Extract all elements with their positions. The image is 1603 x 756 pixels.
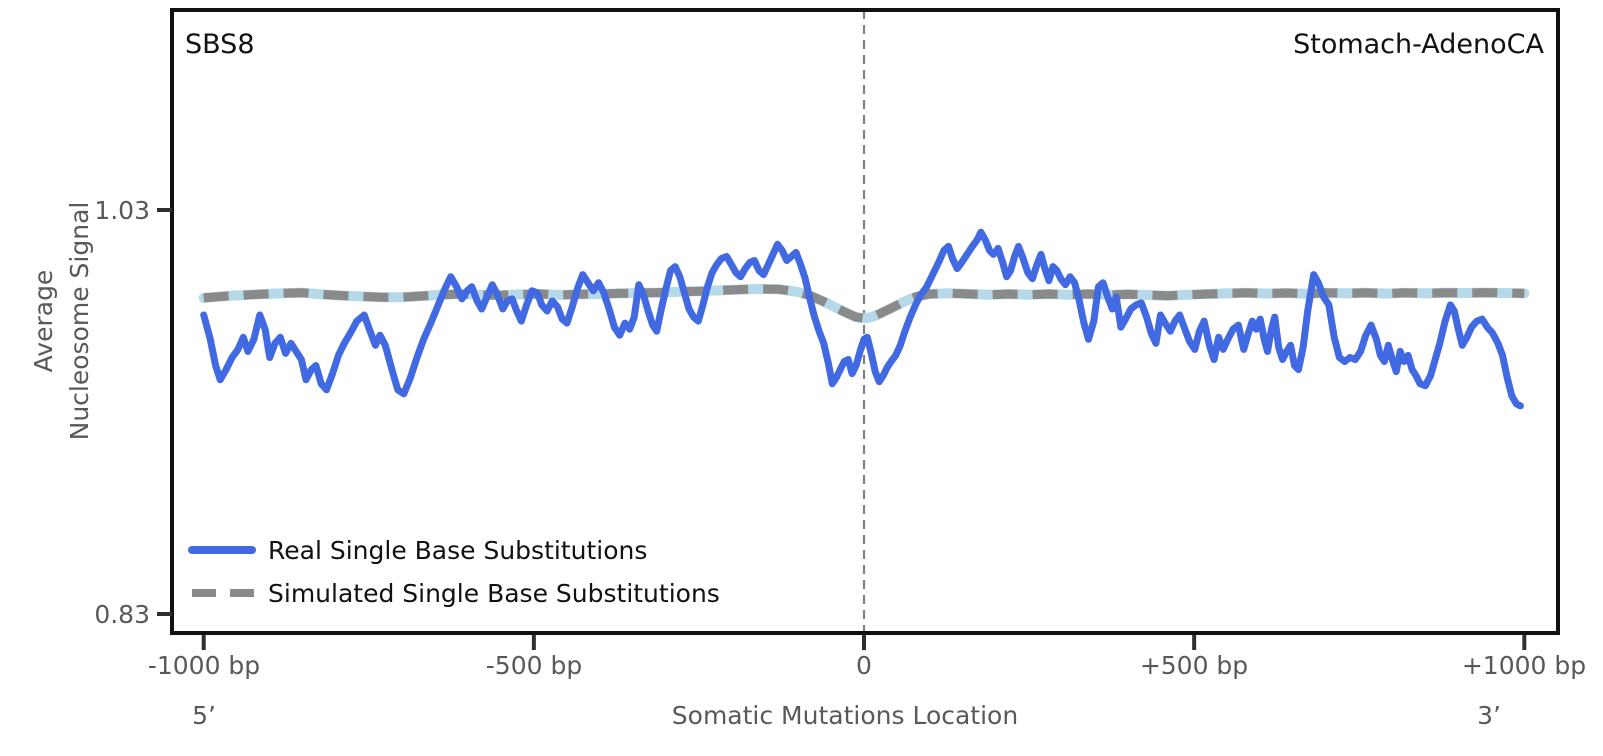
plot-border bbox=[170, 8, 1560, 635]
cancer-type-label: Stomach-AdenoCA bbox=[1293, 29, 1544, 60]
x-tick-label-zero: 0 bbox=[856, 651, 872, 680]
x-tick-label-pos500: +500 bp bbox=[1140, 651, 1248, 680]
x-axis-label: Somatic Mutations Location bbox=[672, 701, 1018, 730]
y-tick-label-top: 1.03 bbox=[94, 196, 150, 225]
x-tick-label-neg500: -500 bp bbox=[486, 651, 582, 680]
y-axis-label-line1: Average bbox=[29, 270, 58, 373]
x-tick-label-pos1000: +1000 bp bbox=[1462, 651, 1586, 680]
y-axis-label-line2: Nucleosome Signal bbox=[65, 202, 94, 441]
y-tick-label-bottom: 0.83 bbox=[94, 600, 150, 629]
signature-label: SBS8 bbox=[185, 29, 255, 60]
x-tick-label-neg1000: -1000 bp bbox=[148, 651, 260, 680]
three-prime-label: 3’ bbox=[1477, 701, 1501, 730]
five-prime-label: 5’ bbox=[192, 701, 216, 730]
legend-label-real: Real Single Base Substitutions bbox=[268, 536, 647, 565]
real-line bbox=[200, 228, 1524, 410]
legend-label-simulated: Simulated Single Base Substitutions bbox=[268, 579, 720, 608]
plot-layer bbox=[157, 8, 1560, 650]
